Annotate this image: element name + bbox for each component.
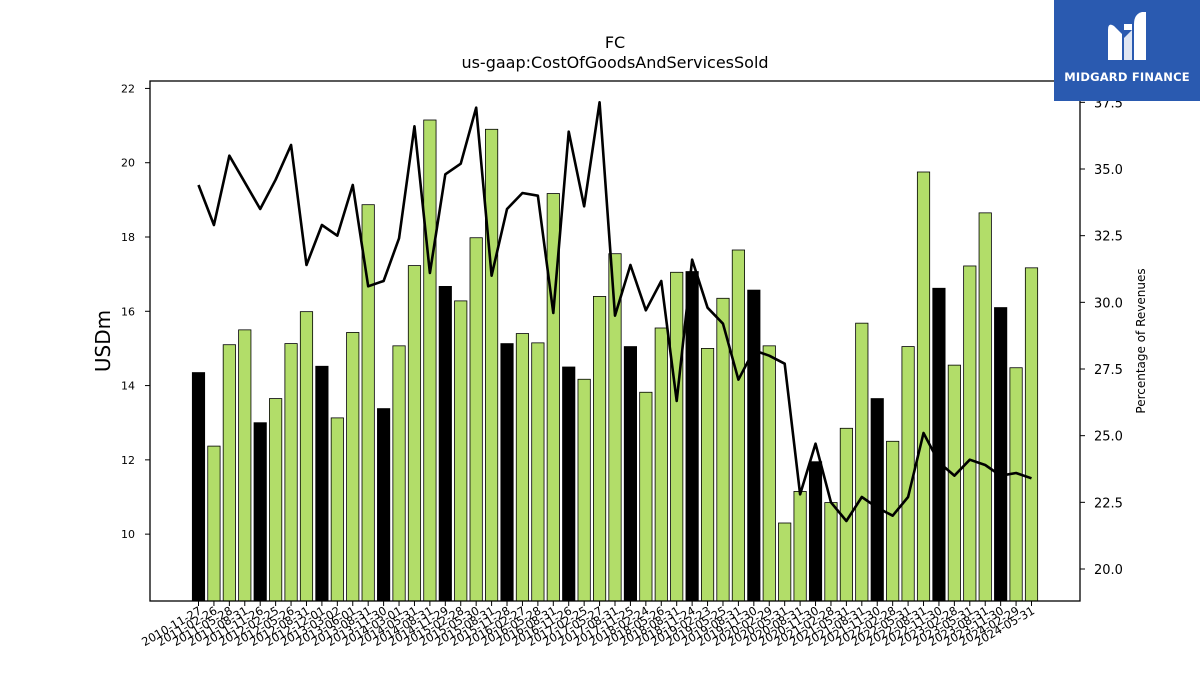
y-tick-label: 16 xyxy=(121,305,135,318)
bar xyxy=(253,422,267,602)
bar xyxy=(207,445,221,602)
bar xyxy=(423,119,437,602)
bar xyxy=(747,289,761,602)
bar xyxy=(469,237,483,602)
y-axis-label: USDm xyxy=(91,310,115,372)
brand-logo: MIDGARD FINANCE xyxy=(1054,0,1200,101)
y-tick-label: 10 xyxy=(121,528,135,541)
bar xyxy=(685,271,699,602)
axes-layer: 10 12 14 16 18 20 22 20.0 22.5 25.0 27.5 30.0 32.5 35… xyxy=(121,82,1123,649)
y-tick-label: 14 xyxy=(121,380,135,393)
bar xyxy=(886,440,900,602)
bar xyxy=(978,212,992,602)
logo-mark-icon xyxy=(1108,12,1146,61)
y-right-tick-label: 32.5 xyxy=(1094,230,1123,245)
bar xyxy=(870,398,884,602)
bar xyxy=(500,343,514,602)
bar xyxy=(191,372,206,602)
bar xyxy=(855,322,869,602)
bars-layer xyxy=(191,119,1039,602)
y-tick-label: 22 xyxy=(121,82,135,95)
bar xyxy=(778,522,792,602)
bar xyxy=(392,345,406,602)
percentage-line xyxy=(197,101,1032,523)
bar xyxy=(762,345,776,602)
bar xyxy=(639,391,653,602)
bar xyxy=(485,128,499,602)
y-tick-label: 20 xyxy=(121,157,135,170)
bar xyxy=(531,342,545,602)
bar xyxy=(438,285,452,602)
y-tick-label: 12 xyxy=(121,454,135,467)
bar xyxy=(269,398,283,602)
bar xyxy=(916,171,931,602)
y-right-tick-label: 27.5 xyxy=(1094,363,1123,378)
plot-frame xyxy=(149,80,1081,602)
y-axis-right-label: Percentage of Revenues xyxy=(1134,268,1148,413)
y-right-tick-label: 30.0 xyxy=(1094,296,1123,311)
bar xyxy=(346,332,360,602)
bar xyxy=(515,333,530,602)
bar xyxy=(299,311,314,602)
bar xyxy=(808,461,823,602)
bar xyxy=(284,343,298,602)
bar xyxy=(377,408,391,602)
y-right-tick-label: 35.0 xyxy=(1094,163,1123,178)
bar xyxy=(793,491,807,602)
bar xyxy=(1009,367,1023,602)
bar xyxy=(670,271,684,602)
bar xyxy=(238,329,252,602)
bar xyxy=(932,287,946,602)
y-right-tick-label: 20.0 xyxy=(1094,563,1123,578)
bar xyxy=(994,307,1008,602)
chart-title: FC xyxy=(605,33,625,52)
y-right-tick-label: 25.0 xyxy=(1094,430,1123,445)
bar xyxy=(454,300,468,602)
bar xyxy=(824,502,838,602)
bar xyxy=(963,265,977,602)
chart-subtitle: us-gaap:CostOfGoodsAndServicesSold xyxy=(461,53,768,72)
bar xyxy=(222,344,236,602)
bar xyxy=(654,327,668,602)
bar xyxy=(731,249,745,602)
bar xyxy=(577,378,591,602)
bar xyxy=(407,265,422,602)
bar xyxy=(947,364,961,602)
logo-text: MIDGARD FINANCE xyxy=(1064,70,1190,84)
y-tick-label: 18 xyxy=(121,231,135,244)
line-layer xyxy=(197,101,1032,523)
bar xyxy=(700,348,715,602)
bar xyxy=(1024,267,1039,602)
bar xyxy=(330,417,344,602)
bar xyxy=(562,366,576,602)
y-right-tick-label: 22.5 xyxy=(1094,496,1123,511)
bar xyxy=(593,296,607,602)
bar xyxy=(623,346,638,602)
bar xyxy=(315,365,329,602)
